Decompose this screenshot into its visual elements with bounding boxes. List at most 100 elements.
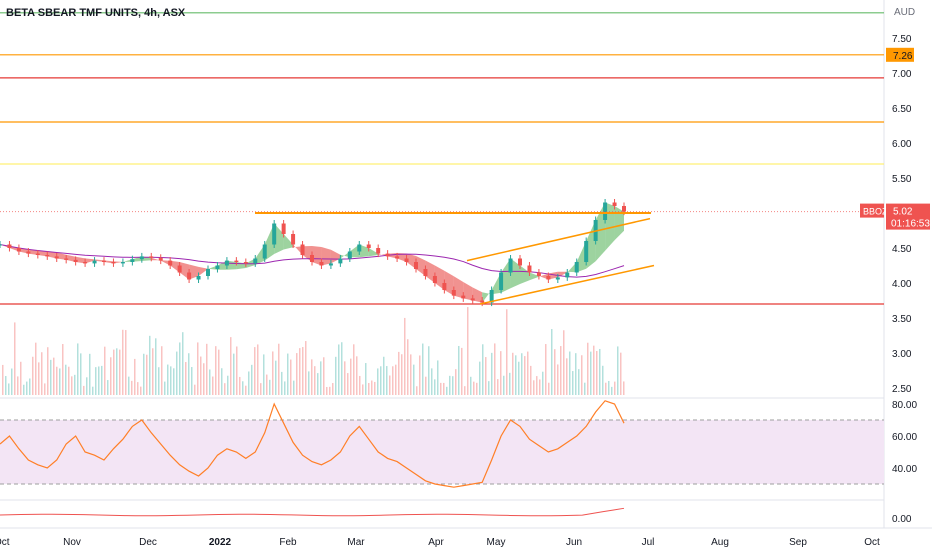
volume-bar — [356, 356, 358, 395]
volume-bar — [179, 342, 181, 395]
volume-bar — [593, 345, 595, 395]
volume-bar — [419, 355, 421, 395]
chart-title: BETA SBEAR TMF UNITS, 4h, ASX — [6, 7, 186, 19]
candle-body — [102, 260, 106, 262]
volume-bar — [410, 354, 412, 395]
volume-bar — [458, 345, 460, 395]
volume-bar — [338, 344, 340, 395]
symbol-tag-label: BBOZ — [863, 207, 888, 217]
price-tick-label: 4.50 — [892, 244, 912, 255]
volume-bar — [425, 376, 427, 395]
volume-bar — [251, 364, 253, 395]
volume-bar — [17, 376, 19, 395]
volume-bar — [35, 342, 37, 395]
volume-bar — [182, 332, 184, 395]
volume-bar — [275, 360, 277, 395]
candle-body — [262, 244, 267, 259]
ma-ribbon-segment — [359, 244, 369, 258]
candle-body — [234, 260, 239, 262]
price-tick-label: 3.50 — [892, 314, 912, 325]
ma-ribbon-segment — [425, 260, 435, 283]
volume-bar — [293, 380, 295, 395]
volume-bar — [284, 381, 286, 395]
volume-bar — [242, 381, 244, 395]
volume-bar — [476, 382, 478, 395]
volume-bar — [194, 384, 196, 395]
volume-bar — [572, 371, 574, 395]
volume-bar — [323, 357, 325, 395]
ma-ribbon-segment — [245, 258, 256, 268]
ma-ribbon-segment — [170, 260, 180, 273]
volume-bar — [392, 366, 394, 395]
volume-bar — [431, 368, 433, 395]
volume-bar — [227, 375, 229, 395]
volume-bar — [92, 386, 94, 395]
ma-ribbon-segment — [510, 258, 520, 289]
volume-bar — [617, 346, 619, 395]
volume-bar — [176, 351, 178, 395]
candle-body — [83, 262, 88, 264]
volume-bar — [536, 376, 538, 395]
volume-bar — [455, 369, 457, 395]
ma-ribbon-segment — [312, 246, 322, 266]
price-tick-label: 7.50 — [892, 34, 912, 45]
ma-ribbon-segment — [189, 264, 199, 280]
candle-body — [149, 256, 154, 258]
candle-body — [461, 295, 466, 299]
volume-bar — [500, 351, 502, 395]
candle-body — [7, 244, 12, 248]
last-price-tag — [886, 203, 930, 230]
ma-ribbon-segment — [349, 244, 360, 258]
volume-bar — [245, 385, 247, 395]
ma-ribbon-segment — [274, 223, 284, 254]
volume-bar — [290, 359, 292, 395]
volume-bar — [590, 351, 592, 395]
volume-bar — [614, 381, 616, 395]
level-price-tag-label: 7.26 — [893, 51, 913, 62]
volume-bar — [506, 309, 508, 395]
volume-bar — [191, 367, 193, 395]
volume-bar — [38, 362, 40, 395]
volume-bar — [344, 361, 346, 395]
volume-bar — [497, 379, 499, 395]
volume-bar — [266, 374, 268, 395]
ma-ribbon-segment — [576, 241, 587, 273]
volume-bar — [8, 383, 10, 395]
candle-body — [92, 260, 97, 264]
ma-ribbon-segment — [47, 251, 57, 259]
volume-bar — [77, 343, 79, 395]
volume-bar — [461, 347, 463, 395]
candle-body — [470, 298, 475, 301]
volume-bar — [260, 383, 262, 395]
candle-body — [35, 253, 40, 255]
volume-bar — [557, 364, 559, 395]
price-tick-label: 3.00 — [892, 349, 912, 360]
volume-bar — [56, 366, 58, 395]
volume-bar — [530, 365, 532, 395]
volume-bar — [83, 385, 85, 395]
price-tick-label: 2.50 — [892, 384, 912, 395]
volume-bar — [113, 349, 115, 395]
ma-ribbon-segment — [406, 253, 416, 269]
candle-body — [423, 269, 428, 276]
volume-bar — [305, 341, 307, 395]
volume-bar — [263, 354, 265, 395]
volume-bar — [569, 351, 571, 395]
volume-bar — [224, 383, 226, 395]
channel-lower-line — [479, 264, 655, 305]
candle-body — [395, 256, 400, 259]
candle-body — [518, 258, 522, 266]
ma-ribbon-segment — [453, 276, 464, 299]
candle-body — [16, 248, 21, 252]
volume-bar — [143, 353, 145, 395]
rsi-tick-label: 80.00 — [892, 400, 917, 411]
volume-bar — [605, 382, 607, 395]
candle-body — [527, 265, 532, 273]
ma-ribbon-segment — [9, 246, 19, 252]
volume-bar — [578, 369, 580, 395]
volume-bar — [452, 376, 454, 395]
time-tick-label: Oct — [864, 537, 880, 548]
candle-body — [310, 255, 314, 262]
time-tick-label: Sep — [789, 537, 807, 548]
